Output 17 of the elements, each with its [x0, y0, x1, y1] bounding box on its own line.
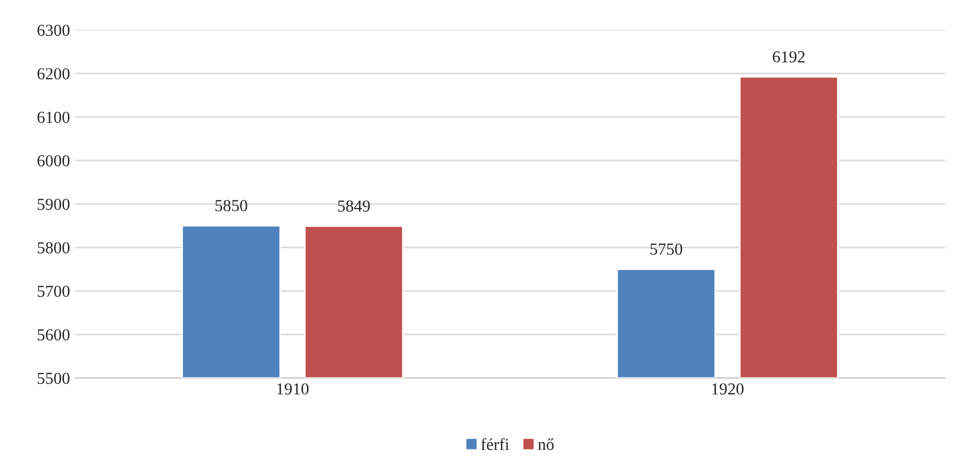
y-tick-label: 5500 [38, 372, 70, 384]
y-tick-label: 6100 [38, 112, 70, 123]
x-tick-label: 1920 [712, 383, 744, 395]
data-label: 5850 [215, 200, 248, 212]
data-label: 5750 [650, 244, 682, 255]
data-label: 6192 [772, 51, 805, 62]
y-tick-label: 5900 [38, 198, 70, 210]
y-tick-label: 5800 [38, 242, 70, 254]
y-tick-label: 6300 [38, 24, 70, 36]
y-tick-label: 5600 [38, 329, 70, 340]
legend-label: férfi [481, 438, 510, 450]
legend-label: nő [538, 438, 554, 450]
x-tick-label: 1910 [277, 383, 309, 395]
data-label: 5849 [338, 200, 370, 212]
y-tick-label: 5700 [38, 286, 70, 297]
y-tick-label: 6200 [38, 68, 70, 80]
y-tick-label: 6000 [38, 155, 70, 166]
